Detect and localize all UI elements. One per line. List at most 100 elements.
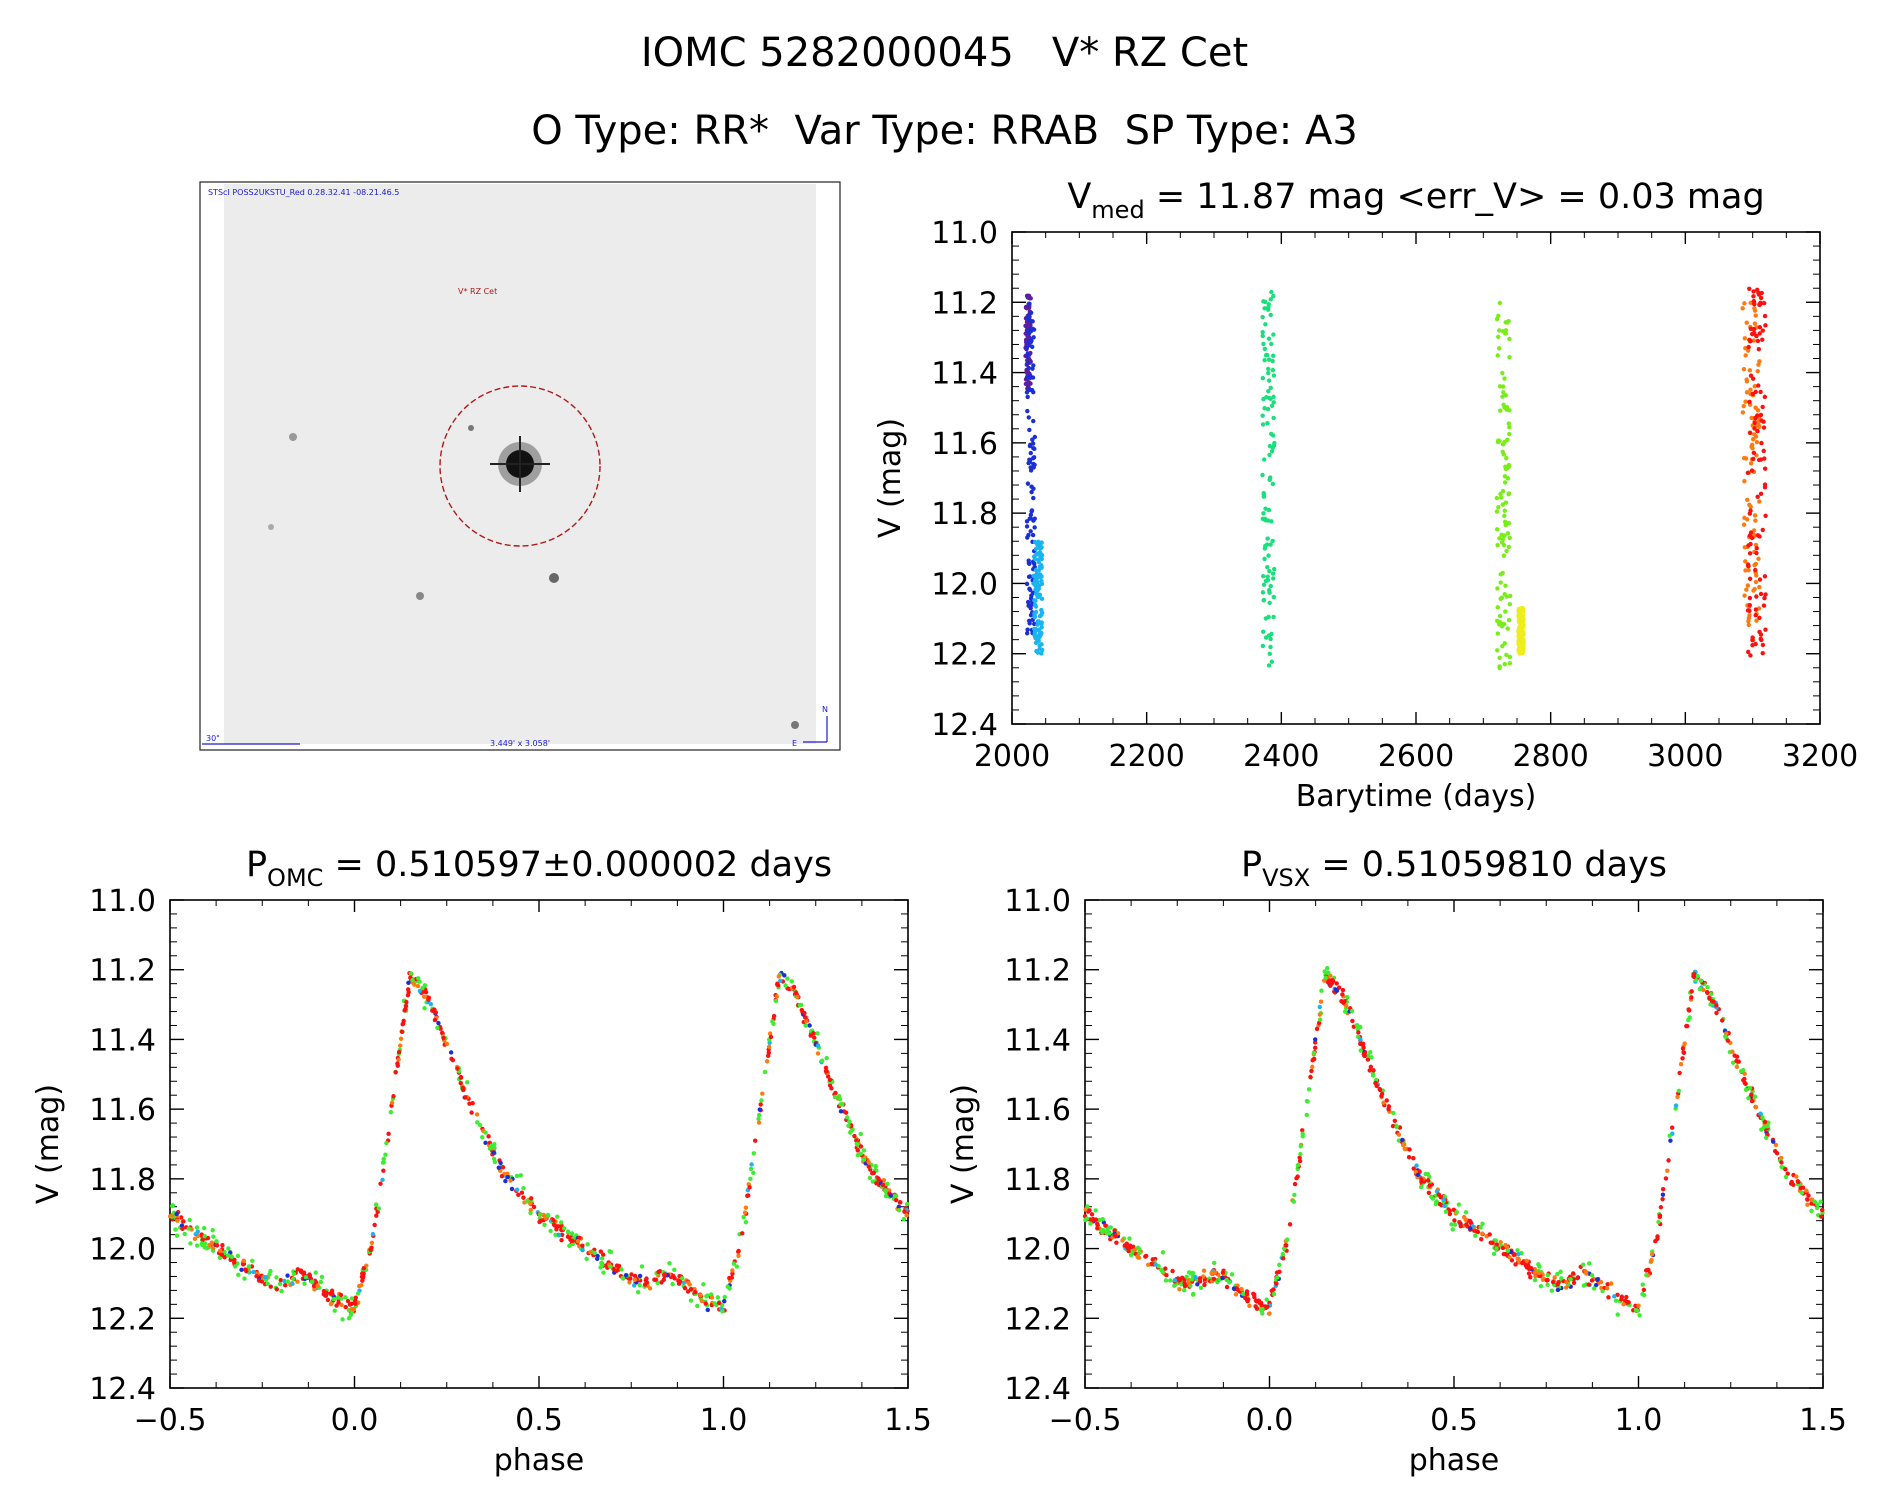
data-point [187, 1217, 192, 1223]
data-point [1084, 1216, 1090, 1221]
data-point [1452, 1222, 1458, 1227]
data-point [608, 1264, 613, 1269]
data-point [1743, 568, 1748, 573]
data-point [1028, 516, 1033, 521]
data-point [639, 1264, 645, 1269]
data-point [1521, 639, 1526, 645]
data-point [767, 1031, 773, 1036]
y-tick-label: 11.4 [931, 357, 998, 392]
data-point [1024, 631, 1030, 636]
data-point [1415, 1172, 1421, 1178]
data-point [845, 1115, 850, 1120]
data-point [1693, 977, 1699, 983]
data-point [1479, 1231, 1485, 1236]
data-point [1115, 1231, 1121, 1236]
data-point [1747, 595, 1753, 601]
data-point [1271, 576, 1276, 581]
data-point [1645, 1267, 1650, 1273]
data-point [1033, 626, 1038, 632]
data-point [627, 1280, 632, 1285]
data-point [1624, 1294, 1629, 1300]
data-point [1265, 565, 1270, 570]
data-point [1312, 1040, 1318, 1045]
data-point [1264, 1297, 1269, 1302]
data-point [1660, 1187, 1666, 1192]
data-point [852, 1133, 857, 1139]
data-point [1750, 437, 1756, 442]
data-point [1447, 1208, 1452, 1213]
data-point [1742, 593, 1747, 598]
data-point [1754, 594, 1759, 599]
data-point [1267, 568, 1272, 574]
data-point [432, 1017, 438, 1023]
data-point [1549, 1288, 1555, 1293]
data-point [509, 1186, 515, 1192]
data-point [1263, 635, 1269, 640]
data-point [1480, 1221, 1485, 1227]
data-point [1494, 1242, 1500, 1247]
data-point [1392, 1118, 1398, 1124]
data-point [1501, 384, 1506, 389]
data-point [373, 1202, 379, 1207]
data-point [567, 1243, 572, 1249]
data-point [1150, 1257, 1155, 1262]
data-point [743, 1205, 749, 1210]
data-point [1220, 1275, 1225, 1281]
x-tick-label: −0.5 [1049, 1403, 1122, 1438]
data-point [742, 1210, 748, 1215]
data-point [343, 1295, 348, 1300]
data-point [1746, 344, 1751, 350]
data-point [1552, 1275, 1557, 1280]
data-point [1088, 1221, 1093, 1226]
data-point [1753, 641, 1758, 647]
data-point [1039, 545, 1044, 550]
data-point [1507, 355, 1512, 360]
field-star [549, 573, 559, 583]
data-point [1740, 306, 1745, 311]
data-point [569, 1231, 575, 1236]
data-point [1507, 654, 1513, 660]
data-point [1507, 1255, 1512, 1260]
data-point [1605, 1282, 1610, 1287]
data-point [1026, 415, 1031, 420]
data-point [559, 1237, 564, 1243]
data-point [1304, 1112, 1309, 1118]
data-point [1615, 1312, 1620, 1317]
data-point [1031, 335, 1036, 340]
data-point [1752, 321, 1758, 326]
data-point [866, 1164, 871, 1169]
data-point [1261, 299, 1266, 304]
data-point [1436, 1192, 1442, 1197]
data-point [843, 1110, 849, 1115]
data-point [399, 1029, 405, 1034]
x-tick-label: 1.0 [700, 1403, 748, 1438]
data-point [1758, 412, 1764, 418]
data-point [1463, 1210, 1469, 1215]
data-point [1751, 456, 1756, 462]
data-point [1502, 519, 1508, 525]
data-point [1243, 1295, 1248, 1301]
data-point [747, 1185, 752, 1190]
data-point [1743, 1087, 1749, 1093]
data-point [1676, 1088, 1682, 1093]
data-point [896, 1207, 902, 1213]
data-point [1589, 1278, 1595, 1283]
data-point [1027, 587, 1033, 593]
data-point [1261, 582, 1267, 587]
data-point [1027, 574, 1033, 579]
data-point [1371, 1068, 1376, 1073]
data-point [1753, 518, 1758, 523]
data-point [861, 1148, 867, 1153]
data-point [1104, 1231, 1110, 1236]
data-point [1397, 1125, 1403, 1130]
data-point [1495, 605, 1500, 610]
data-point [1316, 1020, 1322, 1026]
x-tick-label: −0.5 [134, 1403, 207, 1438]
data-point [1182, 1281, 1187, 1286]
data-point [1753, 567, 1758, 573]
data-point [1580, 1262, 1586, 1267]
data-point [1262, 556, 1267, 562]
data-point [415, 983, 421, 989]
data-point [1467, 1218, 1473, 1224]
data-point [553, 1232, 558, 1238]
